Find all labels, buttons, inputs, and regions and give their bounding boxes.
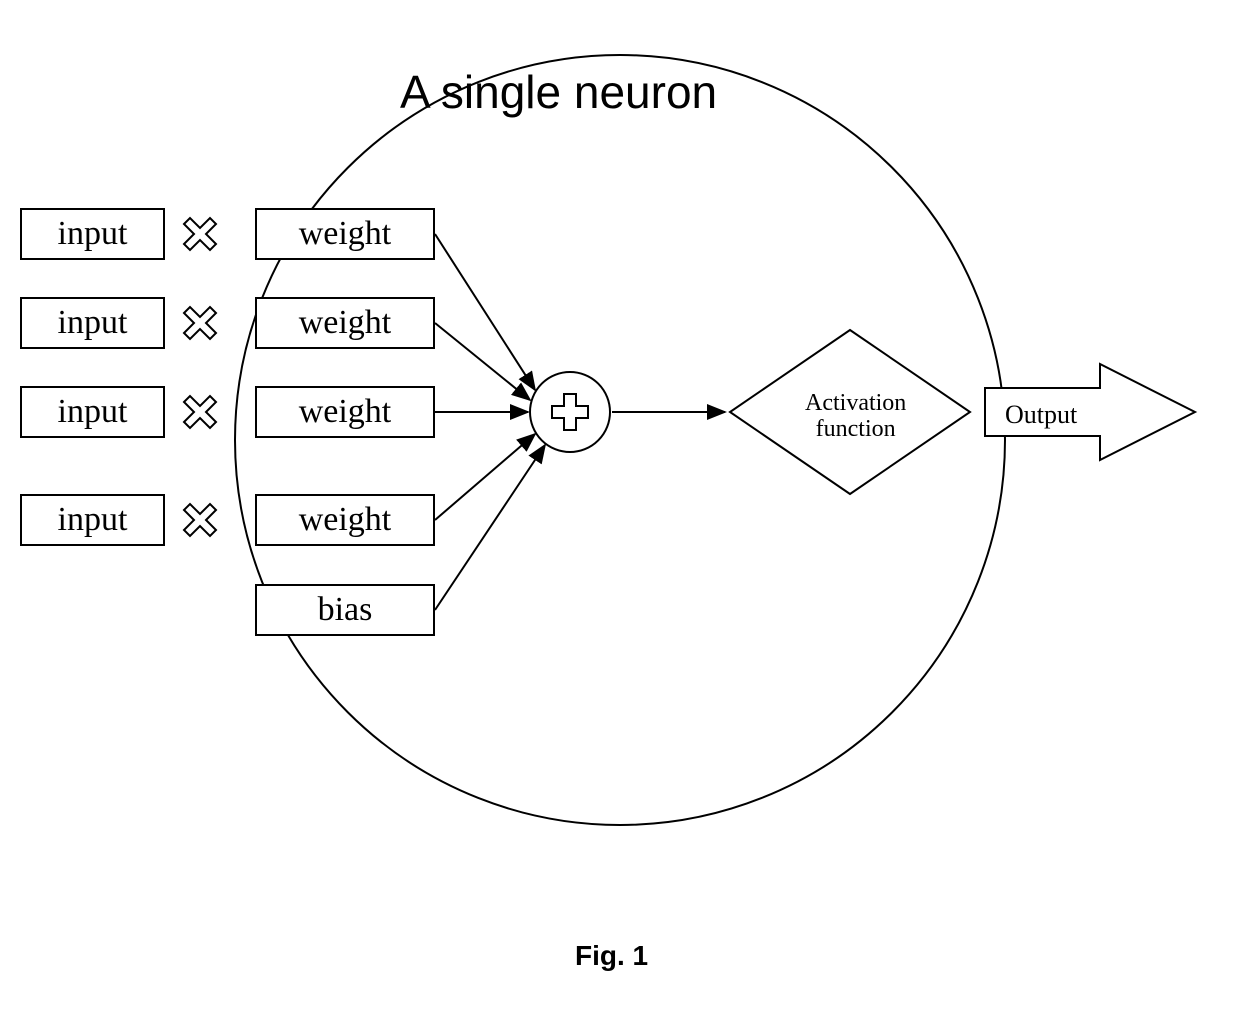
multiply-icon xyxy=(184,218,216,250)
input-label: input xyxy=(58,215,128,253)
input-label: input xyxy=(58,501,128,539)
bias-box: bias xyxy=(255,584,435,636)
weight-box: weight xyxy=(255,386,435,438)
weight-label: weight xyxy=(299,501,392,539)
input-label: input xyxy=(58,393,128,431)
input-box: input xyxy=(20,494,165,546)
input-box: input xyxy=(20,297,165,349)
input-label: input xyxy=(58,304,128,342)
weight-to-sum-arrow xyxy=(435,445,545,610)
weight-label: weight xyxy=(299,215,392,253)
diagram-svg xyxy=(0,0,1240,1017)
weight-to-sum-arrow xyxy=(435,434,535,520)
bias-label: bias xyxy=(318,591,373,629)
activation-label-line2: function xyxy=(816,416,896,442)
weight-box: weight xyxy=(255,208,435,260)
figure-caption: Fig. 1 xyxy=(575,940,648,972)
weight-box: weight xyxy=(255,494,435,546)
multiply-icon xyxy=(184,504,216,536)
input-box: input xyxy=(20,208,165,260)
weight-label: weight xyxy=(299,304,392,342)
weight-to-sum-arrow xyxy=(435,234,535,390)
multiply-icon-group xyxy=(184,218,216,536)
multiply-icon xyxy=(184,307,216,339)
diagram-title: A single neuron xyxy=(400,65,717,119)
activation-label-line1: Activation xyxy=(805,390,906,416)
multiply-icon xyxy=(184,396,216,428)
activation-label: Activation function xyxy=(805,390,906,443)
weight-arrows xyxy=(435,234,545,610)
output-label: Output xyxy=(1005,400,1077,430)
neuron-diagram: A single neuron input input input input … xyxy=(0,0,1240,1017)
weight-box: weight xyxy=(255,297,435,349)
input-box: input xyxy=(20,386,165,438)
weight-label: weight xyxy=(299,393,392,431)
